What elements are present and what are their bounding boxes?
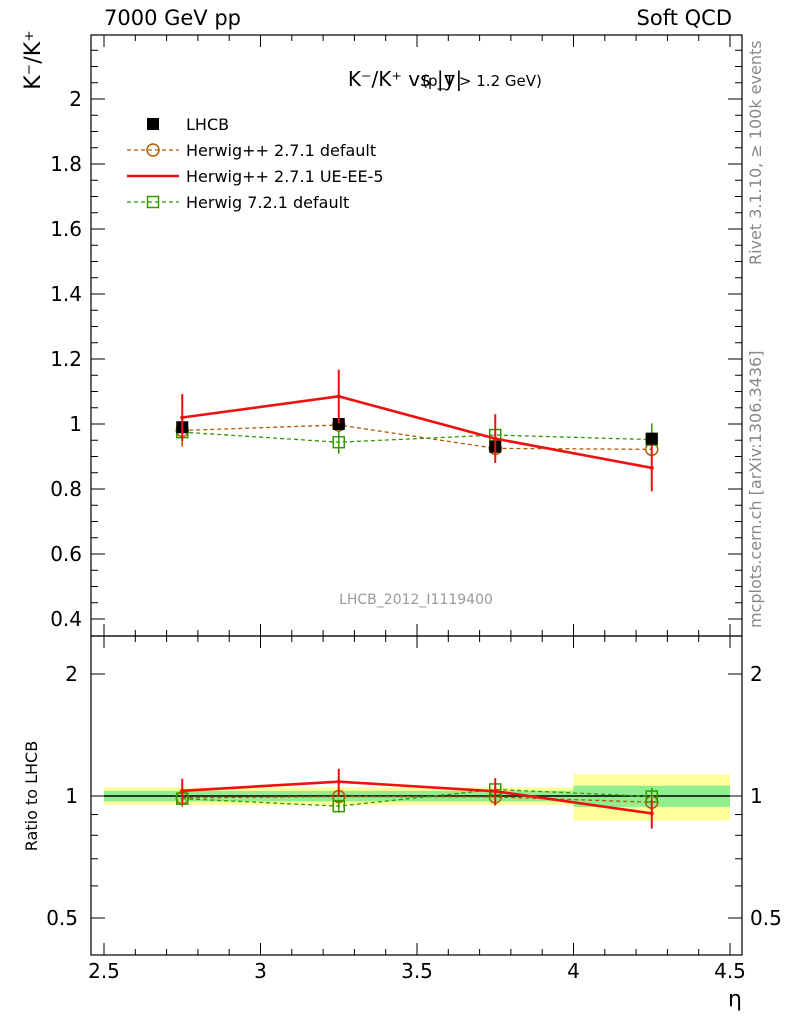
ratio-series-1-line — [182, 780, 652, 815]
x-tick-label: 3.5 — [401, 959, 433, 983]
x-tick-label: 2.5 — [88, 959, 120, 983]
ratio-series-1-point — [336, 779, 341, 784]
ratio-tick-label-right: 2 — [750, 662, 763, 686]
main-series-2-point — [180, 415, 185, 420]
ratio-y-axis-label: Ratio to LHCB — [22, 741, 41, 851]
y-tick-label: 0.8 — [50, 477, 82, 501]
main-series-2-point — [336, 394, 341, 399]
legend-marker-3 — [146, 195, 160, 209]
y-tick-label: 1.6 — [50, 217, 82, 241]
main-series-2-line — [182, 395, 652, 470]
x-axis-label: η — [728, 987, 742, 1012]
ratio-series-0-line — [182, 795, 652, 803]
mcplots-citation-label: mcplots.cern.ch [arXiv:1306.3436] — [746, 350, 765, 628]
y-tick-label: 1.2 — [50, 347, 82, 371]
ratio-series-1-point — [649, 811, 654, 816]
y-tick-label: 2 — [69, 87, 82, 111]
main-series-0-point — [645, 432, 658, 445]
ratio-tick-label-right: 1 — [750, 784, 763, 808]
ratio-tick-label: 0.5 — [46, 906, 78, 930]
ratio-tick-label: 2 — [65, 662, 78, 686]
ratio-series-2-line — [182, 788, 652, 807]
rivet-version-label: Rivet 3.1.10, ≥ 100k events — [746, 40, 765, 265]
legend-marker-data — [147, 118, 159, 130]
main-series-1-line — [182, 424, 652, 450]
y-axis-label: K⁻/K⁺ — [21, 30, 46, 90]
analysis-watermark: LHCB_2012_I1119400 — [339, 592, 493, 608]
main-series-3-point — [332, 435, 345, 449]
main-series-3-line — [182, 431, 652, 443]
legend-marker-1 — [146, 143, 160, 157]
y-tick-label: 0.4 — [50, 607, 82, 631]
legend-label-0: LHCB — [186, 115, 229, 134]
ratio-tick-label: 1 — [65, 784, 78, 808]
ratio-series-1-point — [493, 789, 498, 794]
legend-label-2: Herwig++ 2.7.1 UE-EE-5 — [186, 167, 384, 186]
main-series-2-point — [649, 465, 654, 470]
y-tick-label: 1.8 — [50, 152, 82, 176]
process-label: Soft QCD — [636, 6, 732, 30]
legend-label-3: Herwig 7.2.1 default — [186, 193, 349, 212]
y-tick-label: 1.4 — [50, 282, 82, 306]
energy-label: 7000 GeV pp — [104, 6, 242, 30]
ratio-tick-label-right: 0.5 — [750, 906, 782, 930]
main-series-2-point — [493, 436, 498, 441]
ratio-series-1-point — [180, 788, 185, 793]
chart-title-suffix: (p_T > 1.2 GeV) — [422, 72, 542, 91]
chart-title: K⁻/K⁺ vs |y| — [348, 67, 462, 91]
x-tick-label: 3 — [254, 959, 267, 983]
x-tick-label: 4 — [567, 959, 580, 983]
y-tick-label: 0.6 — [50, 542, 82, 566]
main-series-0-point — [332, 418, 345, 430]
x-tick-label: 4.5 — [714, 959, 746, 983]
y-tick-label: 1 — [69, 412, 82, 436]
ratio-series-2-point — [332, 799, 345, 813]
legend-label-1: Herwig++ 2.7.1 default — [186, 141, 376, 160]
